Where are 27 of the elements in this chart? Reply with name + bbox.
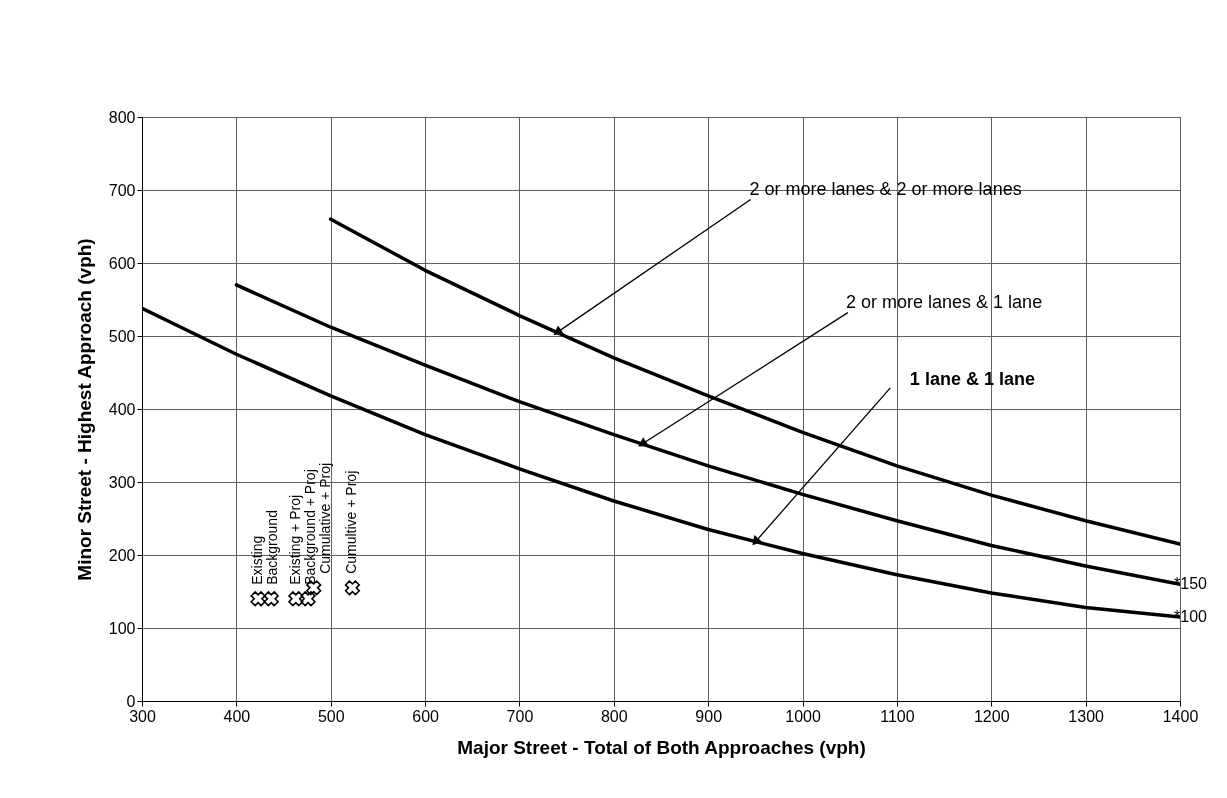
x-tick-label: 800 bbox=[600, 707, 628, 725]
y-tick-label: 600 bbox=[108, 254, 136, 272]
y-tick-label: 800 bbox=[108, 108, 136, 126]
x-tick-label: 700 bbox=[506, 707, 534, 725]
x-tick-label: 600 bbox=[412, 707, 440, 725]
x-tick-label: 500 bbox=[317, 707, 345, 725]
annotation: Background bbox=[264, 510, 281, 585]
y-tick-label: 700 bbox=[108, 181, 136, 199]
annotation: Existing + Proj bbox=[286, 494, 303, 585]
x-tick-label: 1300 bbox=[1068, 707, 1105, 725]
x-axis-title: Major Street - Total of Both Approaches (vph) bbox=[457, 736, 866, 758]
y-tick-label: 100 bbox=[108, 619, 136, 637]
x-tick-label: 400 bbox=[223, 707, 251, 725]
x-tick-label: 1200 bbox=[973, 707, 1010, 725]
annotation: Cumultive + Proj bbox=[343, 470, 360, 574]
y-tick-label: 0 bbox=[126, 692, 136, 710]
annotation: Existing bbox=[249, 535, 266, 585]
x-tick-label: 300 bbox=[129, 707, 156, 725]
x-tick-label: 1000 bbox=[785, 707, 821, 725]
x-tick-label: 900 bbox=[695, 707, 723, 725]
x-tick-label: 1400 bbox=[1162, 707, 1199, 725]
y-tick-label: 500 bbox=[108, 327, 136, 345]
y-tick-label: 300 bbox=[108, 473, 136, 491]
y-axis-title: Minor Street - Highest Approach (vph) bbox=[73, 238, 95, 581]
y-tick-label: 200 bbox=[108, 546, 136, 564]
x-tick-label: 1100 bbox=[880, 707, 915, 725]
y-tick-label: 400 bbox=[108, 400, 136, 418]
